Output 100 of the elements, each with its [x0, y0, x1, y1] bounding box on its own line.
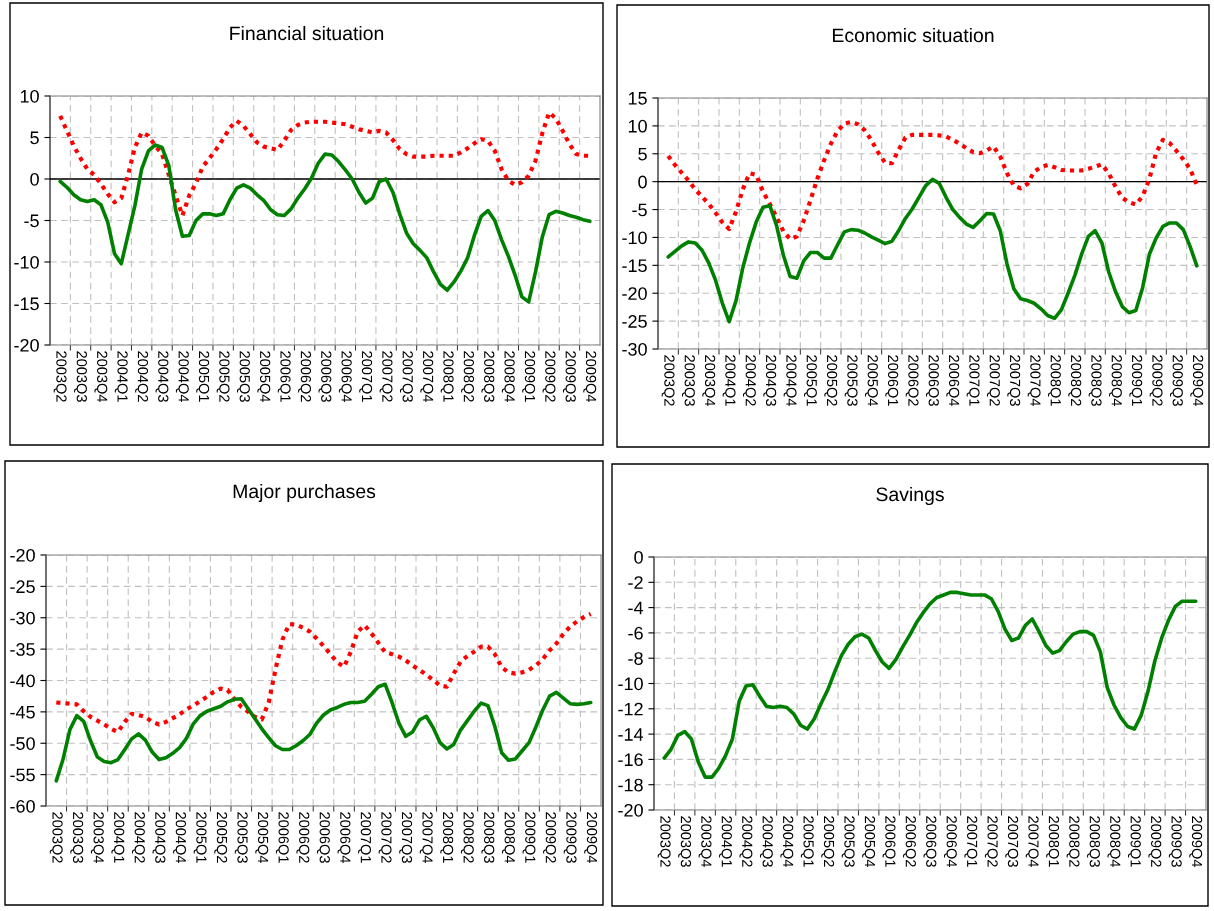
x-tick-label: 2009Q3	[1168, 816, 1182, 867]
x-tick-label: 2008Q3	[1088, 355, 1102, 406]
y-tick-label: -20	[622, 287, 647, 300]
y-tick-label: -15	[622, 259, 647, 273]
x-tick-label: 2008Q2	[460, 812, 474, 863]
x-tick-label: 2007Q4	[1025, 816, 1039, 868]
x-tick-label: 2007Q1	[966, 355, 980, 406]
x-tick-label: 2005Q2	[214, 812, 228, 863]
y-tick-label: -55	[10, 768, 35, 782]
y-tick-label: -14	[618, 728, 644, 741]
x-tick-label: 2005Q1	[193, 812, 207, 863]
y-tick-label: -20	[14, 338, 39, 352]
x-tick-label: 2006Q1	[882, 816, 896, 867]
x-tick-label: 2007Q3	[399, 351, 413, 402]
x-tick-label: 2009Q2	[543, 812, 557, 863]
x-tick-label: 2003Q4	[94, 351, 108, 403]
y-tick-label: -45	[10, 706, 35, 719]
x-tick-label: 2008Q4	[501, 351, 515, 403]
x-tick-label: 2007Q1	[964, 816, 978, 867]
x-tick-label: 2008Q3	[481, 812, 495, 863]
x-tick-label: 2003Q3	[681, 355, 695, 406]
x-tick-label: 2007Q3	[399, 812, 413, 863]
x-tick-label: 2005Q2	[821, 816, 835, 867]
x-tick-label: 2008Q2	[461, 351, 474, 402]
x-tick-label: 2007Q2	[378, 812, 392, 863]
x-tick-label: 2006Q1	[885, 355, 899, 406]
x-tick-label: 2003Q4	[698, 816, 712, 868]
x-tick-label: 2009Q3	[562, 351, 576, 402]
x-tick-label: 2003Q2	[661, 355, 675, 406]
x-tick-label: 2008Q1	[440, 351, 454, 402]
x-tick-label: 2005Q4	[257, 351, 271, 403]
x-tick-label: 2007Q2	[984, 816, 998, 867]
y-tick-label: -30	[622, 342, 647, 356]
x-tick-label: 2008Q3	[481, 351, 495, 402]
x-tick-label: 2007Q1	[358, 812, 372, 863]
x-tick-label: 2009Q1	[1127, 816, 1141, 867]
x-tick-label: 2006Q2	[905, 355, 919, 406]
x-tick-label: 2009Q4	[584, 812, 598, 864]
x-tick-label: 2006Q1	[277, 351, 291, 402]
x-tick-label: 2004Q2	[742, 355, 756, 406]
y-tick-label: -20	[10, 548, 35, 562]
x-tick-label: 2004Q4	[783, 355, 797, 407]
y-tick-label: 0	[638, 175, 647, 189]
x-tick-label: 2006Q3	[318, 351, 332, 402]
x-tick-label: 2007Q4	[419, 812, 433, 864]
x-tick-label: 2009Q2	[1149, 355, 1163, 406]
x-tick-label: 2005Q3	[844, 355, 858, 406]
x-tick-label: 2007Q1	[359, 351, 373, 402]
x-tick-label: 2007Q2	[379, 351, 393, 402]
y-tick-label: -4	[628, 601, 644, 615]
x-tick-label: 2005Q1	[196, 351, 210, 402]
x-tick-label: 2005Q3	[236, 351, 250, 402]
y-tick-label: -10	[14, 255, 39, 269]
x-tick-label: 2006Q3	[923, 816, 937, 867]
x-tick-label: 2004Q3	[152, 812, 166, 863]
x-tick-label: 2005Q4	[255, 812, 269, 864]
x-tick-label: 2008Q3	[1087, 816, 1100, 867]
y-tick-label: -50	[10, 737, 35, 750]
x-tick-label: 2006Q3	[925, 355, 939, 406]
x-tick-label: 2007Q3	[1007, 355, 1021, 406]
x-tick-label: 2003Q3	[74, 351, 87, 402]
y-tick-label: -35	[10, 643, 35, 656]
x-tick-label: 2009Q4	[1190, 355, 1204, 407]
x-tick-label: 2006Q4	[338, 351, 352, 403]
y-tick-label: -40	[10, 674, 35, 688]
line-series	[666, 177, 1199, 324]
x-tick-label: 2005Q1	[800, 816, 814, 867]
line-series	[662, 590, 1198, 779]
y-tick-label: 15	[628, 92, 647, 105]
x-tick-label: 2007Q4	[1027, 355, 1041, 407]
y-tick-label: -20	[618, 803, 643, 817]
x-tick-label: 2006Q2	[296, 812, 310, 863]
x-tick-label: 2004Q4	[173, 812, 187, 864]
x-tick-label: 2006Q4	[943, 816, 957, 868]
y-tick-label: 5	[30, 131, 39, 145]
x-tick-label: 2005Q3	[234, 812, 248, 863]
chart-title: Financial situation	[230, 25, 384, 41]
x-tick-label: 2003Q2	[657, 816, 671, 867]
x-tick-label: 2009Q4	[583, 351, 597, 403]
y-tick-label: 10	[628, 119, 647, 133]
x-tick-label: 2007Q2	[986, 355, 1000, 406]
x-tick-label: 2004Q3	[763, 355, 777, 406]
x-tick-label: 2003Q2	[49, 812, 63, 863]
x-tick-label: 2004Q1	[111, 812, 125, 863]
x-tick-label: 2005Q1	[803, 355, 817, 406]
chart-title: Economic situation	[833, 27, 994, 43]
y-tick-label: -12	[618, 702, 643, 716]
y-tick-label: 5	[638, 147, 647, 161]
x-tick-label: 2009Q1	[522, 812, 536, 863]
x-tick-label: 2004Q4	[780, 816, 794, 868]
line-series	[58, 143, 592, 304]
y-tick-label: -16	[618, 753, 643, 767]
x-tick-label: 2004Q2	[135, 351, 149, 402]
y-tick-label: 10	[20, 89, 39, 103]
x-tick-label: 2009Q2	[542, 351, 556, 402]
x-tick-label: 2006Q1	[275, 812, 289, 863]
y-tick-label: -2	[628, 576, 643, 589]
x-tick-label: 2008Q4	[501, 812, 515, 864]
y-tick-label: -25	[622, 315, 647, 328]
x-tick-label: 2006Q3	[316, 812, 330, 863]
